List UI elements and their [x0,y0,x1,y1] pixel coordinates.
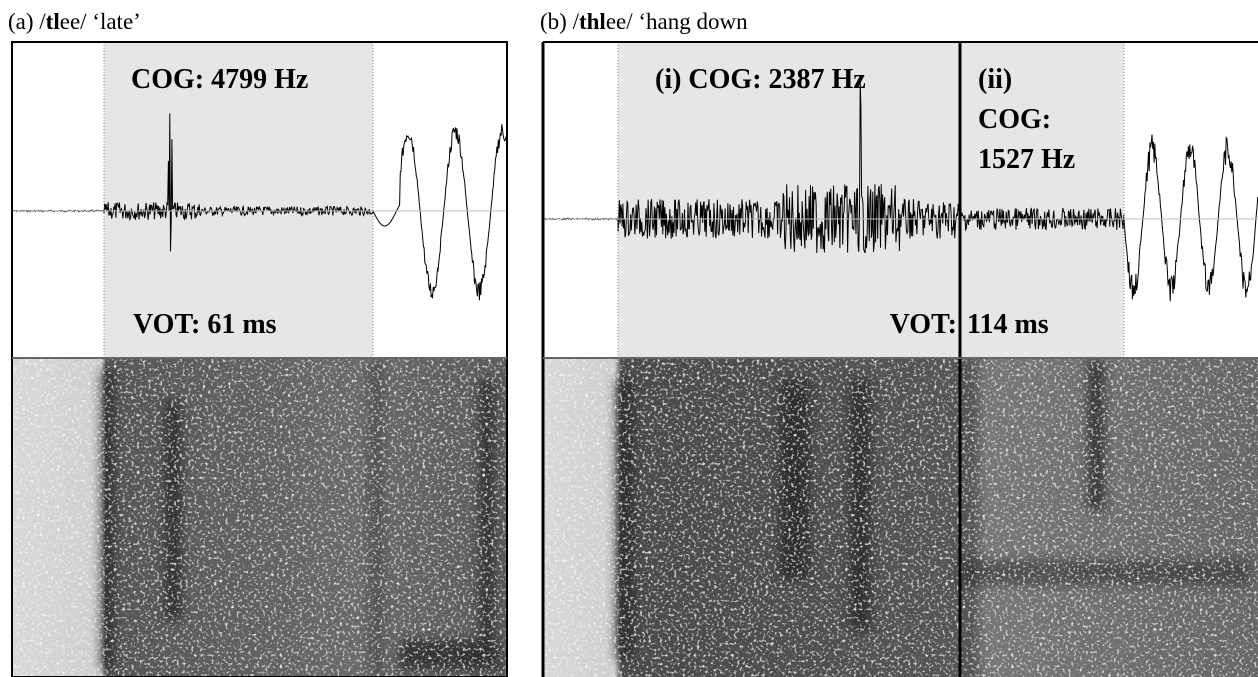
panel-a: (a) /tlee/ ‘late’ COG: 4799 Hz VOT: 61 m… [8,9,508,677]
title-prefix: (b) / [540,9,580,34]
annotation: (i) COG: 2387 Hz [655,64,866,95]
annotation: COG: 4799 Hz [131,64,308,95]
title-suffix: ee/ ‘hang down [606,9,748,34]
spectrogram [543,358,1258,677]
shaded-region [104,42,373,358]
annotation: VOT: 61 ms [133,309,277,340]
panel-title: (b) /thlee/ ‘hang down [540,9,748,34]
panel-title: (a) /tlee/ ‘late’ [8,9,141,34]
waveform [543,81,1258,302]
panel-b: (b) /thlee/ ‘hang down (i) COG: 2387 Hz … [540,9,1258,677]
annotation: 114 ms [967,309,1049,340]
title-bold: tl [46,9,60,34]
title-prefix: (a) / [8,9,46,34]
annotation: (ii) [978,64,1012,95]
title-bold: thl [579,9,606,34]
spectrogram [12,358,507,677]
frame [11,41,508,677]
title-suffix: ee/ ‘late’ [60,9,141,34]
annotation: VOT: [890,309,957,340]
annotation: COG: [978,104,1051,135]
annotation: 1527 Hz [978,144,1075,175]
